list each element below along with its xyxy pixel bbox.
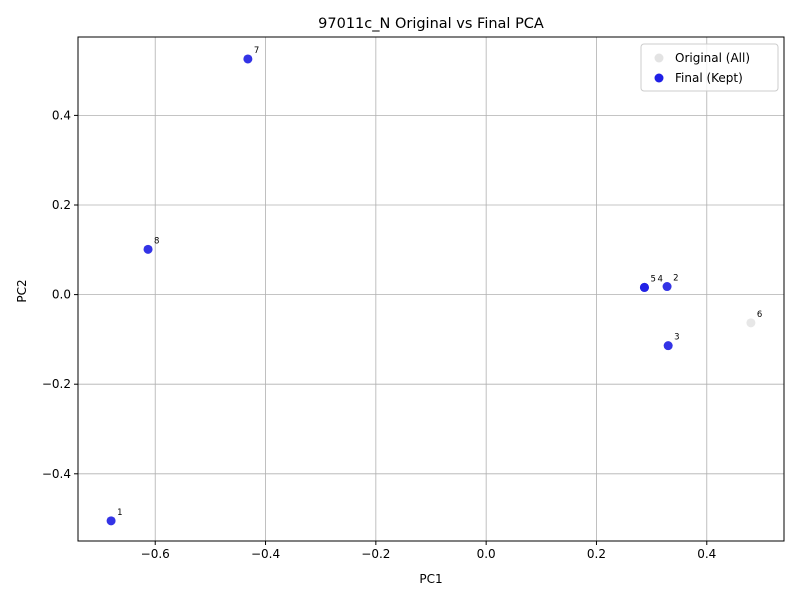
point-label-4: 4 <box>657 274 662 284</box>
final-point-5 <box>639 282 649 292</box>
y-tick-label: 0.2 <box>52 198 71 212</box>
legend-marker-1 <box>654 73 664 83</box>
point-label-1: 1 <box>117 508 122 518</box>
x-tick-label: 0.0 <box>477 547 496 561</box>
original-point-6 <box>746 318 756 328</box>
x-tick-label: 0.4 <box>697 547 716 561</box>
final-point-1 <box>106 516 116 526</box>
point-label-8: 8 <box>154 236 159 246</box>
x-tick-label: 0.2 <box>587 547 606 561</box>
x-tick-label: −0.4 <box>251 547 280 561</box>
x-tick-label: −0.2 <box>361 547 390 561</box>
y-tick-label: 0.0 <box>52 288 71 302</box>
final-point-2 <box>662 282 672 292</box>
point-labels: 1 2 3 45 6 7 8 <box>117 46 762 518</box>
point-label-5: 5 <box>650 274 655 284</box>
final-point-7 <box>243 54 253 64</box>
final-point-3 <box>663 341 673 351</box>
x-axis-label: PC1 <box>419 572 442 586</box>
y-axis-label: PC2 <box>15 279 29 302</box>
x-tick-label: −0.6 <box>141 547 170 561</box>
data-points <box>106 54 756 526</box>
point-label-3: 3 <box>674 333 679 343</box>
legend-entry-0: Original (All) <box>675 51 750 65</box>
legend-entry-1: Final (Kept) <box>675 71 743 85</box>
point-label-6: 6 <box>757 310 762 320</box>
plot-frame <box>77 36 785 542</box>
point-label-7: 7 <box>254 46 259 56</box>
x-axis-ticks: −0.6 −0.4 −0.2 0.0 0.2 0.4 <box>141 541 716 561</box>
final-point-8 <box>143 244 153 254</box>
chart-title: 97011c_N Original vs Final PCA <box>318 16 544 32</box>
y-axis-ticks: −0.4 −0.2 0.0 0.2 0.4 <box>42 108 78 481</box>
y-tick-label: −0.2 <box>42 377 71 391</box>
legend-marker-0 <box>654 53 664 63</box>
y-tick-label: 0.4 <box>52 108 71 122</box>
point-label-2: 2 <box>673 274 678 284</box>
legend: Original (All) Final (Kept) <box>640 43 779 92</box>
grid-lines <box>78 37 784 541</box>
legend-box <box>640 43 779 92</box>
y-tick-label: −0.4 <box>42 467 71 481</box>
